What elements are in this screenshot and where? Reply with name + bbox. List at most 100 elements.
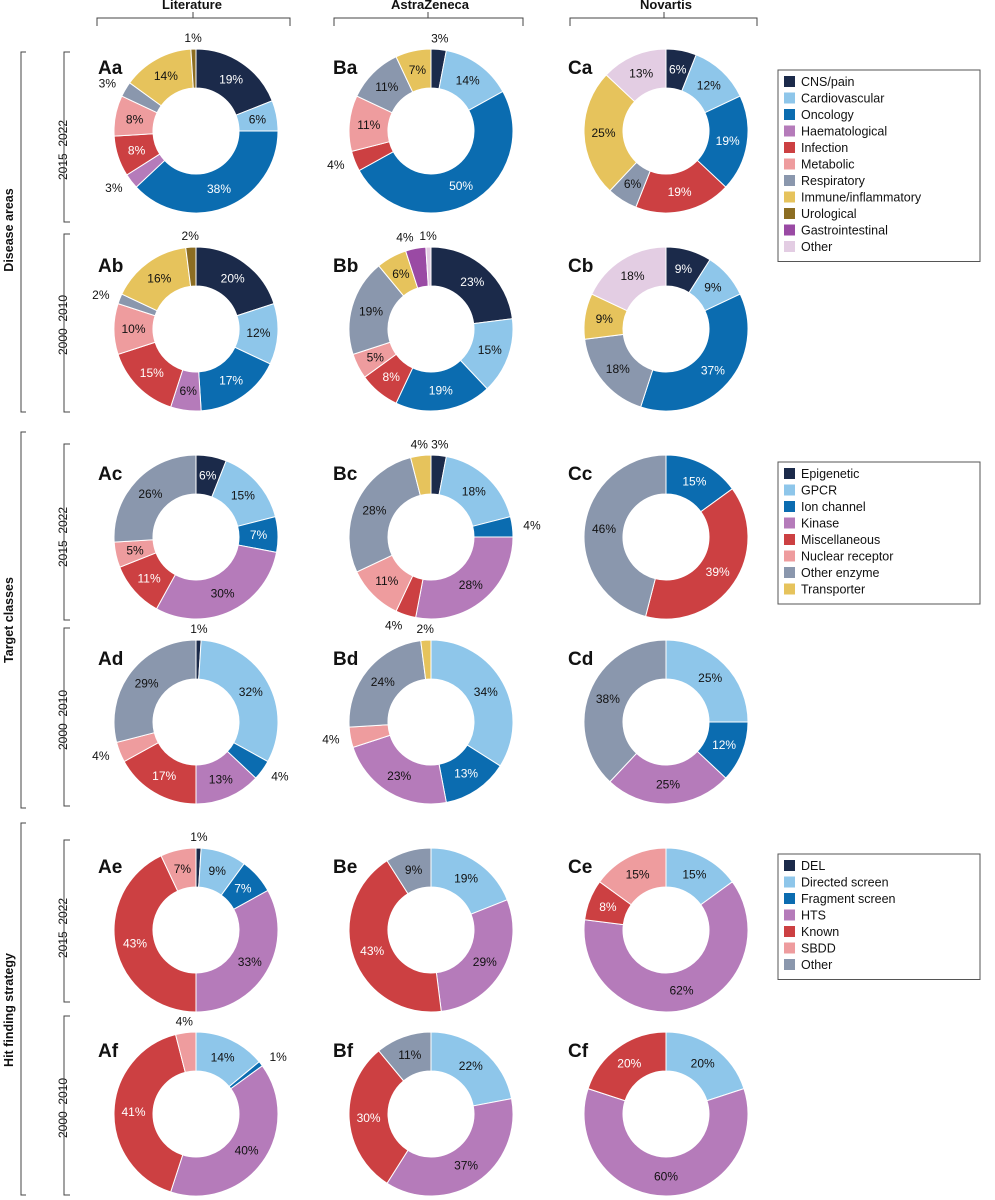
donut-bd: 34% 13% 23% 4% 24% 2% Bd	[322, 622, 514, 805]
legend-swatch-haematological	[784, 125, 795, 137]
slice-ad-gpcr	[198, 639, 279, 763]
section-bracket-hit-finding-strategy	[20, 822, 26, 1196]
data-label-ba-cardiovascular: 14%	[456, 73, 480, 87]
data-label-ce-known: 8%	[599, 900, 617, 914]
legend-label-metabolic: Metabolic	[801, 158, 855, 172]
slice-ae-known	[113, 855, 197, 1013]
legend-label-fragment-screen: Fragment screen	[801, 892, 896, 906]
legend-label-oncology: Oncology	[801, 108, 855, 122]
slice-ba-oncology	[358, 90, 514, 214]
donut-cc: 15% 39% 46% Cc	[568, 454, 749, 620]
slice-af-hts	[170, 1065, 279, 1197]
data-label-cd-other-enzyme: 38%	[596, 692, 620, 706]
data-label-cb-oncology: 37%	[701, 363, 725, 377]
data-label-ac-epigenetic: 6%	[199, 469, 217, 483]
legend-label-hts: HTS	[801, 909, 826, 923]
legend-swatch-other	[784, 241, 795, 252]
legend-label-infection: Infection	[801, 141, 848, 155]
period-label-da-recent: 2015–2022	[56, 120, 70, 180]
data-label-ae-sbdd: 7%	[174, 862, 192, 876]
donut-ab: 20% 12% 17% 6% 15% 10% 2% 16% 2% Ab	[92, 229, 279, 412]
data-label-bc-transporter: 4%	[411, 438, 429, 452]
donut-ce: 15% 62% 8% 15% Ce	[568, 847, 749, 1013]
data-label-aa-infection: 8%	[128, 143, 146, 157]
data-label-cc-other-enzyme: 46%	[592, 522, 616, 536]
donut-cd: 25% 12% 25% 38% Cd	[568, 639, 749, 805]
legend-swatch-gastrointestinal	[784, 224, 795, 236]
data-label-ba-respiratory: 11%	[375, 80, 398, 94]
slice-cd-kinase	[609, 750, 727, 805]
data-label-ac-ion-channel: 7%	[250, 528, 268, 542]
donut-ca: 6% 12% 19% 19% 6% 25% 13% Ca	[568, 48, 749, 214]
slice-bf-known	[348, 1050, 409, 1184]
data-label-ba-immune-inflammatory: 7%	[409, 63, 427, 77]
data-label-cf-hts: 60%	[654, 1170, 678, 1184]
column-bracket-literature	[96, 12, 291, 26]
period-label-hf-early: 2000–2010	[56, 1078, 70, 1138]
legend-swatch-gpcr	[784, 484, 795, 496]
legend-target-classes: Epigenetic GPCR Ion channel Kinase Miscellan…	[777, 461, 981, 605]
panel-title-ce: Ce	[568, 857, 592, 878]
data-label-ac-nuclear-receptor: 5%	[126, 544, 144, 558]
data-label-aa-metabolic: 8%	[126, 112, 144, 126]
legend-label-known: Known	[801, 925, 839, 939]
period-bracket-da-recent	[63, 51, 70, 223]
data-label-ac-miscellaneous: 11%	[138, 571, 161, 585]
data-label-bc-nuclear-receptor: 11%	[375, 574, 398, 588]
legend-swatch-other	[784, 959, 795, 970]
panel-title-ac: Ac	[98, 464, 123, 485]
slice-bf-hts	[386, 1098, 514, 1197]
legend-label-immune-inflammatory: Immune/inflammatory	[801, 191, 922, 205]
legend-swatch-directed-screen	[784, 876, 795, 888]
legend-swatch-transporter	[784, 583, 795, 595]
data-label-af-sbdd: 4%	[176, 1015, 194, 1029]
data-label-ab-haematological: 6%	[180, 384, 198, 398]
legend-swatch-sbdd	[784, 942, 795, 954]
legend-label-cns-pain: CNS/pain	[801, 75, 855, 89]
legend-label-urological: Urological	[801, 207, 857, 221]
legend-label-gastrointestinal: Gastrointestinal	[801, 224, 888, 238]
data-label-cb-cns-pain: 9%	[675, 262, 693, 276]
data-label-ad-kinase: 13%	[209, 772, 233, 786]
slice-ce-sbdd	[598, 847, 667, 906]
panel-title-bb: Bb	[333, 256, 358, 277]
legend-label-miscellaneous: Miscellaneous	[801, 533, 880, 547]
slice-be-other	[386, 847, 432, 895]
legend-frame	[777, 853, 981, 980]
data-label-ca-immune-inflammatory: 25%	[591, 126, 615, 140]
panel-title-cc: Cc	[568, 464, 593, 485]
legend-label-del: DEL	[801, 859, 825, 873]
slice-bc-transporter	[409, 454, 432, 496]
donut-bc: 3% 18% 4% 28% 4% 11% 28% 4% Bc	[333, 437, 541, 632]
slice-ce-hts	[583, 881, 749, 1013]
data-label-aa-haematological: 3%	[105, 181, 123, 195]
data-label-aa-respiratory: 3%	[99, 77, 117, 91]
section-label-hit-finding-strategy: Hit finding strategy	[2, 953, 16, 1067]
data-label-cb-immune-inflammatory: 9%	[596, 312, 614, 326]
data-label-ab-immune-inflammatory: 16%	[147, 271, 171, 285]
section-label-disease-areas: Disease areas	[2, 188, 16, 271]
donut-ae: 1% 9% 7% 33% 43% 7% Ae	[98, 830, 279, 1013]
legend-label-kinase: Kinase	[801, 517, 839, 531]
legend-swatch-cns-pain	[784, 76, 795, 87]
legend-swatch-respiratory	[784, 175, 795, 186]
data-label-ae-directed-screen: 9%	[209, 864, 227, 878]
slice-cf-hts	[583, 1088, 749, 1197]
slice-bc-other-enzyme	[348, 456, 421, 573]
data-label-ae-hts: 33%	[238, 955, 262, 969]
panel-title-ba: Ba	[333, 58, 358, 79]
panel-title-cf: Cf	[568, 1041, 589, 1062]
period-bracket-hf-early	[63, 1015, 70, 1196]
data-label-cd-ion-channel: 12%	[712, 738, 736, 752]
data-label-cf-known: 20%	[617, 1056, 641, 1070]
slice-bc-kinase	[415, 536, 514, 620]
slice-af-sbdd	[174, 1031, 197, 1073]
data-label-bd-gpcr: 34%	[474, 685, 498, 699]
period-bracket-hf-recent	[63, 839, 70, 1003]
data-label-bf-known: 30%	[357, 1111, 381, 1125]
slice-cd-other-enzyme	[583, 639, 667, 783]
slice-cb-other	[591, 246, 667, 312]
legend-swatch-metabolic	[784, 158, 795, 170]
data-label-ba-cns-pain: 3%	[431, 31, 449, 45]
